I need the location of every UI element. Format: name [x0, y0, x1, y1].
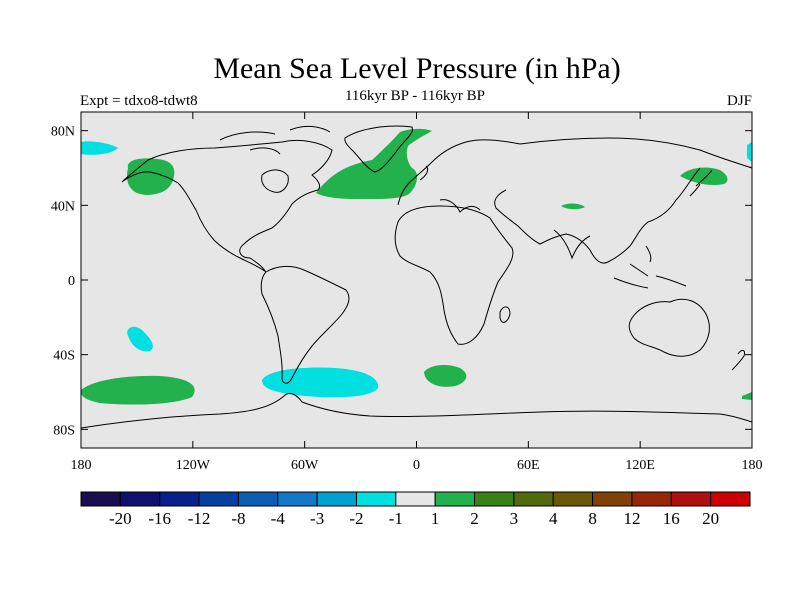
- colorbar-label: -3: [310, 509, 324, 528]
- y-tick-label: 0: [68, 274, 75, 289]
- colorbar-label: 8: [588, 509, 597, 528]
- map-subtitle: 116kyr BP - 116kyr BP: [344, 88, 485, 104]
- colorbar-label: 12: [623, 509, 640, 528]
- colorbar-label: -20: [109, 509, 132, 528]
- new-zealand-coastline: [731, 349, 745, 371]
- axis-ticks: 180 120W 60W 0 60E 120E 180 80N 40N 0 40S 80S: [51, 112, 763, 473]
- colorbar-label: 16: [663, 509, 680, 528]
- colorbar-box: [710, 491, 751, 507]
- colorbar-box: [80, 491, 121, 507]
- africa-coastline: [394, 205, 514, 345]
- central-asia-region: [561, 203, 585, 210]
- colorbar-label: 2: [470, 509, 479, 528]
- colorbar: -20 -16 -12 -8 -4 -3 -2 -1 1 2 3 4 8 12 16 20: [80, 491, 751, 528]
- y-tick-label: 80S: [53, 423, 75, 438]
- x-tick-label: 180: [742, 458, 763, 473]
- arctic-islands-coastline: [219, 125, 331, 155]
- colorbar-box: [474, 491, 515, 507]
- colorbar-label: -1: [389, 509, 403, 528]
- anomaly-regions: [81, 128, 752, 405]
- india-coastline: [553, 229, 591, 260]
- experiment-label: Expt = tdxo8-tdwt8: [80, 93, 198, 109]
- north-atlantic-region: [316, 128, 432, 200]
- colorbar-label: 1: [431, 509, 440, 528]
- colorbar-label: 4: [549, 509, 558, 528]
- y-tick-label: 40N: [51, 199, 75, 214]
- arctic-northeast-region: [747, 142, 752, 162]
- colorbar-box: [316, 491, 357, 507]
- x-tick-label: 0: [413, 458, 420, 473]
- colorbar-box: [237, 491, 279, 507]
- y-tick-label: 80N: [51, 125, 75, 140]
- northeast-asia-region: [680, 167, 728, 186]
- colorbar-box: [198, 491, 239, 507]
- x-tick-label: 180: [71, 458, 92, 473]
- map-title: Mean Sea Level Pressure (in hPa): [213, 52, 621, 85]
- south-pacific-subtropics-region: [127, 326, 153, 352]
- colorbar-box: [631, 491, 672, 507]
- asia-coastline: [494, 137, 752, 264]
- north-america-coastline: [121, 139, 333, 273]
- colorbar-box: [513, 491, 554, 507]
- south-atlantic-west-region: [262, 367, 379, 398]
- colorbar-box: [159, 491, 200, 507]
- colorbar-label: -4: [271, 509, 286, 528]
- colorbar-label: -8: [231, 509, 245, 528]
- madagascar-coastline: [499, 306, 511, 323]
- season-label: DJF: [726, 93, 752, 109]
- y-tick-label: 40S: [53, 349, 75, 364]
- colorbar-box: [592, 491, 633, 507]
- hudson-bay-coastline: [261, 169, 289, 193]
- colorbar-box: [552, 491, 594, 507]
- x-tick-label: 120E: [625, 458, 655, 473]
- x-tick-label: 60E: [517, 458, 540, 473]
- colorbar-label: -16: [148, 509, 171, 528]
- indonesia-coastline: [613, 245, 687, 289]
- south-pacific-region: [81, 375, 195, 405]
- colorbar-box: [670, 491, 712, 507]
- antarctica-coastline: [81, 393, 752, 429]
- colorbar-label: 20: [702, 509, 719, 528]
- europe-coastline: [397, 139, 521, 213]
- colorbar-box: [434, 491, 476, 507]
- colorbar-box: [395, 491, 436, 507]
- arctic-northwest-region: [81, 141, 118, 155]
- colorbar-box: [355, 491, 397, 507]
- colorbar-box: [277, 491, 318, 507]
- x-tick-label: 60W: [291, 458, 319, 473]
- greenland-coastline: [344, 125, 413, 173]
- japan-coastline: [689, 169, 713, 197]
- south-atlantic-east-region: [424, 364, 467, 387]
- australia-coastline: [628, 298, 710, 357]
- south-america-coastline: [260, 265, 350, 384]
- colorbar-label: -2: [349, 509, 363, 528]
- colorbar-label: 3: [510, 509, 519, 528]
- x-tick-label: 120W: [176, 458, 211, 473]
- colorbar-box: [119, 491, 161, 507]
- coastlines: [81, 125, 752, 429]
- south-pacific-east-region: [742, 392, 752, 400]
- colorbar-label: -12: [188, 509, 211, 528]
